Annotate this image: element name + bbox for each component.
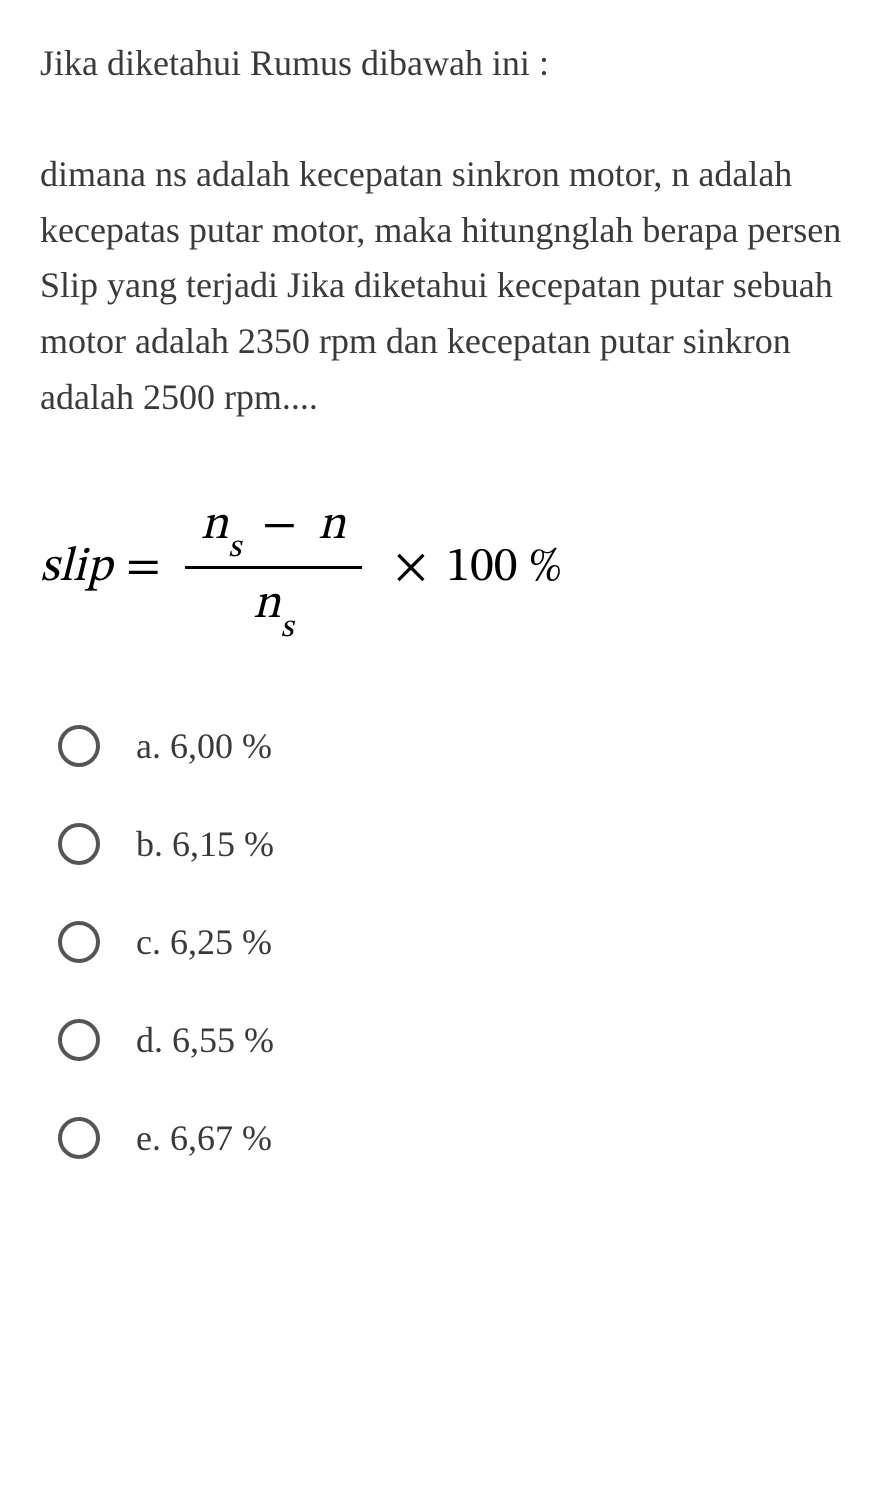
denominator-ns-sub: s xyxy=(281,612,294,644)
radio-icon xyxy=(58,1019,100,1061)
numerator-ns-n: n xyxy=(201,502,229,550)
option-d[interactable]: d. 6,55 % xyxy=(58,1019,845,1061)
options-list: a. 6,00 % b. 6,15 % c. 6,25 % d. 6,55 % … xyxy=(40,725,845,1159)
question-body: dimana ns adalah kecepatan sinkron motor… xyxy=(40,147,845,426)
formula-hundred-percent: 100 % xyxy=(446,538,562,598)
option-label: a. 6,00 % xyxy=(136,725,272,767)
formula-fraction: ns − n ns xyxy=(185,496,362,640)
option-b[interactable]: b. 6,15 % xyxy=(58,823,845,865)
formula-numerator: ns − n xyxy=(185,496,362,570)
option-label: d. 6,55 % xyxy=(136,1019,274,1061)
numerator-ns-sub: s xyxy=(228,532,241,564)
radio-icon xyxy=(58,1117,100,1159)
formula-lhs: slip xyxy=(40,538,112,598)
formula-equals: = xyxy=(126,538,161,598)
formula-times: × xyxy=(394,538,429,598)
formula-denominator: ns xyxy=(237,569,309,640)
option-c[interactable]: c. 6,25 % xyxy=(58,921,845,963)
option-e[interactable]: e. 6,67 % xyxy=(58,1117,845,1159)
radio-icon xyxy=(58,921,100,963)
denominator-ns-n: n xyxy=(253,581,281,629)
option-a[interactable]: a. 6,00 % xyxy=(58,725,845,767)
radio-icon xyxy=(58,725,100,767)
slip-formula: slip = ns − n ns × 100 % xyxy=(40,496,845,640)
option-label: c. 6,25 % xyxy=(136,921,272,963)
option-label: b. 6,15 % xyxy=(136,823,274,865)
option-label: e. 6,67 % xyxy=(136,1117,272,1159)
radio-icon xyxy=(58,823,100,865)
numerator-n: n xyxy=(318,502,346,550)
question-intro: Jika diketahui Rumus dibawah ini : xyxy=(40,40,845,87)
numerator-minus: − xyxy=(262,502,297,550)
